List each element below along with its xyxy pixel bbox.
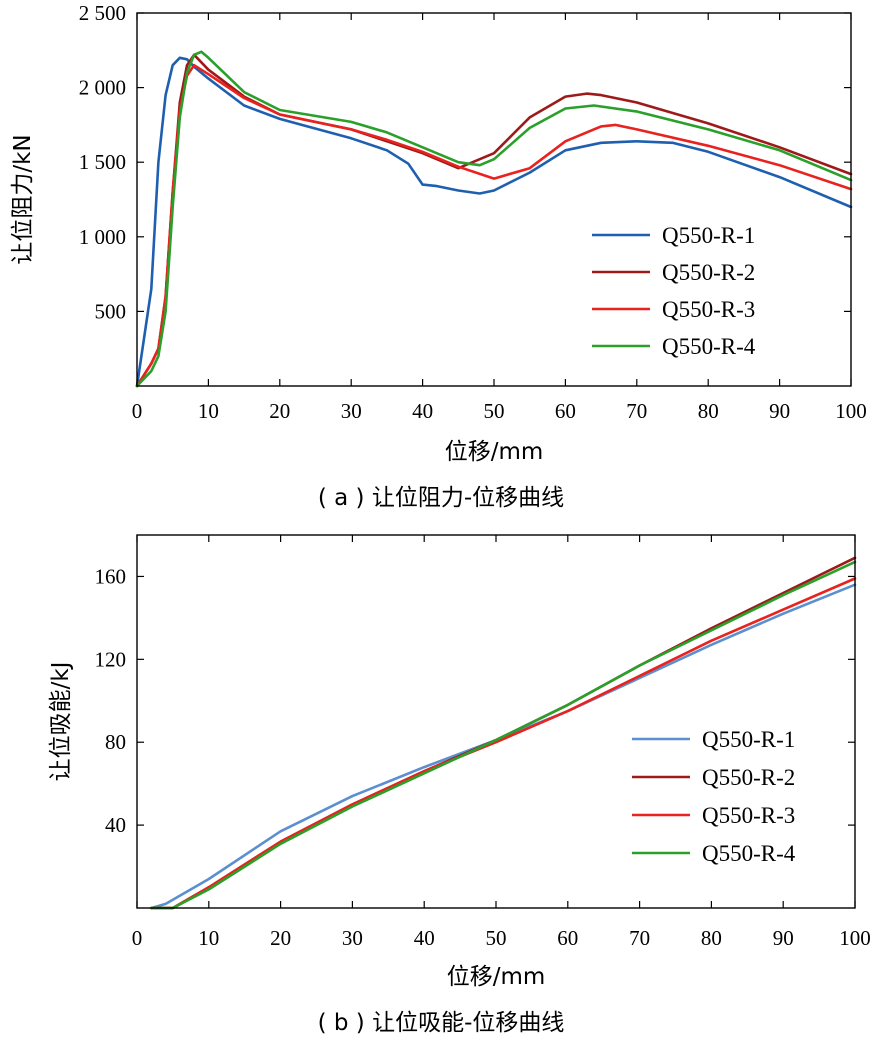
legend-label: Q550-R-2 — [702, 765, 795, 790]
legend-label: Q550-R-3 — [702, 803, 795, 828]
x-tick-label: 30 — [341, 399, 362, 423]
x-tick-label: 30 — [342, 926, 363, 950]
x-tick-label: 70 — [626, 399, 647, 423]
x-tick-label: 10 — [198, 926, 219, 950]
x-tick-label: 60 — [557, 926, 578, 950]
x-axis-label: 位移/mm — [445, 439, 544, 465]
x-tick-label: 50 — [486, 926, 507, 950]
y-axis-label: 让位吸能/kJ — [48, 662, 74, 782]
x-tick-label: 80 — [698, 399, 719, 423]
x-tick-label: 50 — [484, 399, 505, 423]
series-line-q550-r-1 — [135, 56, 853, 388]
x-tick-label: 90 — [773, 926, 794, 950]
series-line-q550-r-4 — [150, 560, 857, 910]
figure-caption: ( a ) 让位阻力-位移曲线 — [318, 485, 564, 511]
x-tick-label: 60 — [555, 399, 576, 423]
y-tick-label: 1 500 — [79, 150, 126, 174]
x-tick-label: 70 — [629, 926, 650, 950]
figure-caption: ( b ) 让位吸能-位移曲线 — [318, 1010, 565, 1036]
series-line-q550-r-1 — [150, 583, 857, 910]
y-tick-label: 1 000 — [79, 225, 126, 249]
x-tick-label: 100 — [839, 926, 871, 950]
x-tick-label: 0 — [132, 926, 143, 950]
plot-frame — [136, 12, 852, 387]
legend-label: Q550-R-2 — [662, 260, 755, 285]
x-tick-label: 40 — [414, 926, 435, 950]
legend-label: Q550-R-1 — [702, 727, 795, 752]
y-tick-label: 40 — [105, 813, 126, 837]
y-tick-label: 2 000 — [79, 76, 126, 100]
x-tick-label: 20 — [269, 399, 290, 423]
x-tick-label: 40 — [412, 399, 433, 423]
y-tick-label: 160 — [95, 564, 127, 588]
y-tick-label: 120 — [95, 647, 127, 671]
y-axis-label: 让位阻力/kN — [10, 134, 36, 264]
x-tick-label: 80 — [701, 926, 722, 950]
legend-label: Q550-R-4 — [662, 334, 756, 359]
x-axis-label: 位移/mm — [447, 964, 546, 990]
x-tick-label: 0 — [132, 399, 143, 423]
legend-label: Q550-R-1 — [662, 223, 755, 248]
y-tick-label: 80 — [105, 730, 126, 754]
legend-label: Q550-R-4 — [702, 841, 796, 866]
y-tick-label: 500 — [95, 299, 127, 323]
y-tick-label: 2 500 — [79, 1, 126, 25]
x-tick-label: 90 — [769, 399, 790, 423]
legend-label: Q550-R-3 — [662, 297, 755, 322]
x-tick-label: 10 — [198, 399, 219, 423]
series-line-q550-r-4 — [135, 50, 853, 388]
x-tick-label: 100 — [835, 399, 867, 423]
x-tick-label: 20 — [270, 926, 291, 950]
